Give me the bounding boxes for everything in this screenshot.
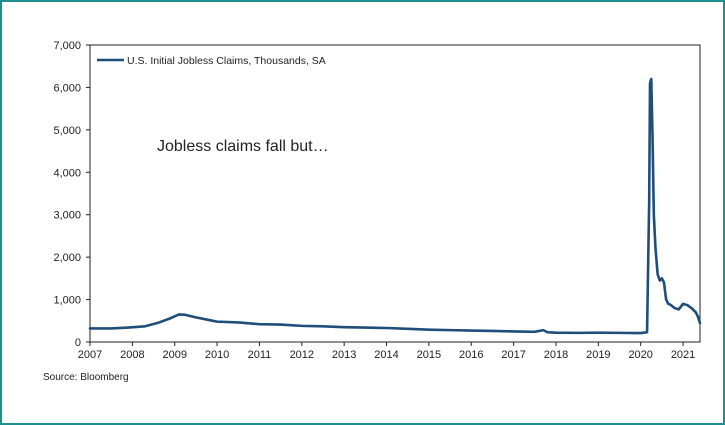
- x-tick-label: 2020: [628, 349, 652, 361]
- y-tick-label: 6,000: [53, 82, 81, 94]
- x-tick-label: 2011: [248, 349, 272, 361]
- x-axis: 2007 2008 2009 2010 2011 2012 2013 2014 2015 2016…: [78, 342, 695, 361]
- x-tick-label: 2015: [417, 349, 441, 361]
- x-tick-label: 2009: [162, 349, 186, 361]
- x-tick-label: 2019: [586, 349, 610, 361]
- legend-label: U.S. Initial Jobless Claims, Thousands, …: [127, 55, 326, 67]
- y-tick-label: 4,000: [53, 167, 81, 179]
- x-tick-label: 2007: [78, 349, 102, 361]
- y-tick-label: 2,000: [53, 252, 81, 264]
- x-tick-label: 2012: [290, 349, 314, 361]
- y-tick-label: 0: [75, 337, 81, 349]
- x-tick-label: 2021: [671, 349, 695, 361]
- chart-annotation: Jobless claims fall but…: [157, 138, 329, 155]
- source-note: Source: Bloomberg: [43, 372, 129, 383]
- x-tick-label: 2018: [544, 349, 568, 361]
- y-tick-label: 5,000: [53, 125, 81, 137]
- x-tick-label: 2016: [459, 349, 483, 361]
- x-tick-label: 2013: [332, 349, 356, 361]
- x-tick-label: 2014: [374, 349, 398, 361]
- series-line-initial-jobless-claims: [88, 77, 702, 335]
- x-tick-label: 2017: [501, 349, 525, 361]
- plot-area: [89, 44, 701, 343]
- x-tick-label: 2008: [120, 349, 144, 361]
- x-tick-label: 2010: [205, 349, 229, 361]
- y-tick-label: 3,000: [53, 210, 81, 222]
- legend: U.S. Initial Jobless Claims, Thousands, …: [97, 55, 326, 67]
- y-tick-label: 7,000: [53, 40, 81, 52]
- y-tick-label: 1,000: [53, 295, 81, 307]
- y-axis: 0 1,000 2,000 3,000 4,000 5,000 6,000 7,000: [53, 40, 90, 349]
